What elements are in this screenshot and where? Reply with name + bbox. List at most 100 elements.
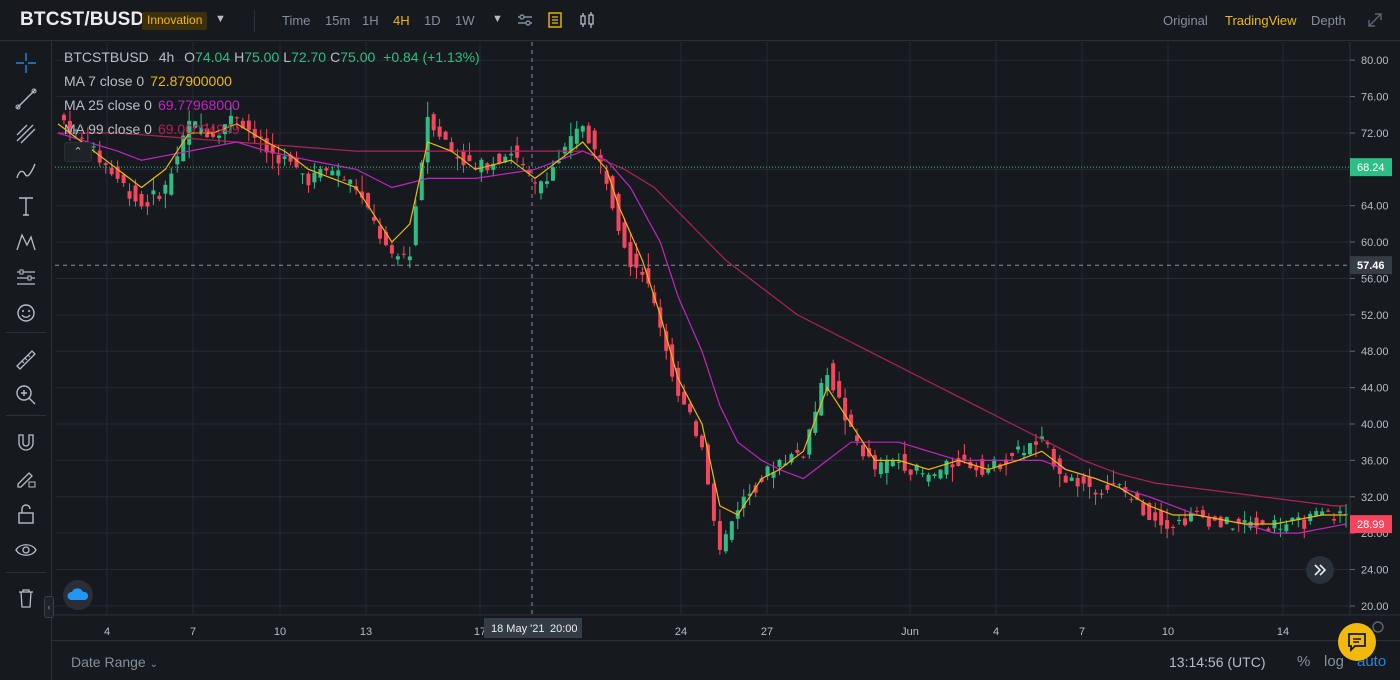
candle-body bbox=[586, 125, 591, 144]
candle-body bbox=[753, 485, 758, 493]
candle-body bbox=[610, 176, 615, 209]
candle-body bbox=[950, 464, 955, 468]
candle-body bbox=[717, 521, 722, 550]
candle-body bbox=[807, 429, 812, 455]
chart-settings-icon[interactable] bbox=[546, 11, 564, 29]
indicators-icon[interactable] bbox=[516, 11, 534, 29]
candle-body bbox=[711, 483, 716, 521]
candle-body bbox=[1057, 458, 1062, 475]
chat-support-button[interactable] bbox=[1338, 623, 1376, 661]
candle-body bbox=[217, 135, 221, 138]
brush-tool[interactable] bbox=[13, 157, 39, 183]
fib-tool[interactable] bbox=[13, 121, 39, 147]
candle-body bbox=[771, 471, 776, 478]
candle-body bbox=[646, 268, 651, 284]
candle-body bbox=[640, 271, 645, 275]
candle-body bbox=[1314, 511, 1319, 516]
candle-body bbox=[747, 493, 752, 496]
chevron-down-icon: ⌄ bbox=[149, 659, 158, 670]
trendline-tool[interactable] bbox=[13, 86, 39, 112]
toolbar-collapse-handle[interactable]: ‹ bbox=[44, 596, 54, 618]
interval-1w[interactable]: 1W bbox=[455, 13, 475, 28]
candle-body bbox=[861, 445, 865, 457]
time-tick-label: 13 bbox=[360, 626, 372, 638]
delete-tool[interactable] bbox=[13, 585, 39, 611]
tool-divider bbox=[6, 415, 46, 416]
time-tick-label: 10 bbox=[1162, 626, 1174, 638]
magnet-tool[interactable] bbox=[13, 429, 39, 455]
legend-collapse-button[interactable]: ⌃ bbox=[64, 142, 92, 162]
interval-1h[interactable]: 1H bbox=[362, 13, 379, 28]
pattern-tool[interactable] bbox=[13, 229, 39, 255]
candle-body bbox=[1010, 453, 1015, 456]
tradingview-logo[interactable] bbox=[63, 580, 93, 610]
crosshair-tool[interactable] bbox=[13, 50, 39, 76]
candle-body bbox=[389, 245, 394, 254]
pitchfork-icon bbox=[16, 124, 36, 144]
view-tradingview[interactable]: TradingView bbox=[1225, 13, 1297, 28]
price-tick-label: 20.00 bbox=[1361, 601, 1389, 613]
candle-body bbox=[980, 459, 985, 475]
zoom-tool[interactable] bbox=[13, 382, 39, 408]
interval-dropdown-icon[interactable]: ▼ bbox=[492, 13, 503, 25]
lock-drawings-tool[interactable] bbox=[13, 465, 39, 491]
percent-scale-toggle[interactable]: % bbox=[1297, 653, 1311, 670]
candle-body bbox=[962, 454, 967, 460]
prediction-tool[interactable] bbox=[13, 265, 39, 291]
icons-tool[interactable] bbox=[13, 300, 39, 326]
interval-1d[interactable]: 1D bbox=[424, 13, 441, 28]
candle-body bbox=[556, 161, 561, 163]
interval-15m[interactable]: 15m bbox=[325, 13, 351, 28]
legend-timeframe: 4h bbox=[158, 49, 175, 65]
caret-down-icon[interactable]: ▼ bbox=[215, 13, 226, 25]
candle-body bbox=[246, 120, 251, 131]
time-tick-label: 10 bbox=[274, 626, 286, 638]
candle-body bbox=[193, 121, 198, 128]
candle-body bbox=[956, 457, 961, 466]
text-tool[interactable] bbox=[13, 193, 39, 219]
crosshair-time-label: 20:00 bbox=[550, 623, 578, 635]
candle-body bbox=[705, 444, 710, 485]
candle-body bbox=[324, 168, 329, 171]
log-scale-toggle[interactable]: log bbox=[1324, 653, 1345, 670]
candle-body bbox=[509, 153, 514, 156]
candle-body bbox=[79, 137, 84, 139]
price-marker-label: 57.46 bbox=[1357, 260, 1385, 272]
candle-body bbox=[425, 116, 430, 163]
lock-tool[interactable] bbox=[13, 501, 39, 527]
collapse-icon[interactable] bbox=[1366, 11, 1384, 29]
scroll-to-realtime-button[interactable] bbox=[1306, 556, 1334, 584]
visibility-tool[interactable] bbox=[13, 537, 39, 563]
interval-4h[interactable]: 4H bbox=[393, 13, 410, 28]
candle-body bbox=[658, 307, 663, 328]
measure-tool[interactable] bbox=[13, 347, 39, 373]
candle-body bbox=[1159, 510, 1164, 526]
candle-body bbox=[455, 157, 460, 159]
candle-body bbox=[682, 391, 687, 405]
price-marker bbox=[1350, 256, 1392, 275]
candle-body bbox=[574, 128, 579, 144]
candle-body bbox=[181, 135, 186, 162]
crosshair-date-label: 18 May '21 bbox=[491, 623, 544, 635]
candle-body bbox=[1242, 520, 1247, 523]
double-chevron-right-icon bbox=[1314, 564, 1327, 576]
candle-body bbox=[1326, 510, 1331, 512]
price-marker-label: 28.99 bbox=[1357, 519, 1385, 531]
view-depth[interactable]: Depth bbox=[1311, 13, 1346, 28]
candle-body bbox=[1171, 526, 1176, 528]
interval-time[interactable]: Time bbox=[282, 13, 311, 28]
candle-type-icon[interactable] bbox=[578, 11, 596, 29]
date-range-button[interactable]: Date Range ⌄ bbox=[71, 654, 158, 670]
candle-body bbox=[604, 170, 609, 184]
candle-body bbox=[234, 117, 239, 119]
candle-body bbox=[986, 469, 991, 473]
top-toolbar: BTCST/BUSD Innovation ▼ Time 15m 1H 4H 1D 1W … bbox=[0, 0, 1400, 41]
price-marker-label: 68.24 bbox=[1357, 162, 1385, 174]
candle-body bbox=[1302, 519, 1307, 529]
candle-body bbox=[896, 461, 901, 463]
candle-body bbox=[1338, 511, 1343, 514]
candle-body bbox=[413, 206, 418, 246]
candle-body bbox=[789, 454, 794, 463]
view-original[interactable]: Original bbox=[1163, 13, 1208, 28]
